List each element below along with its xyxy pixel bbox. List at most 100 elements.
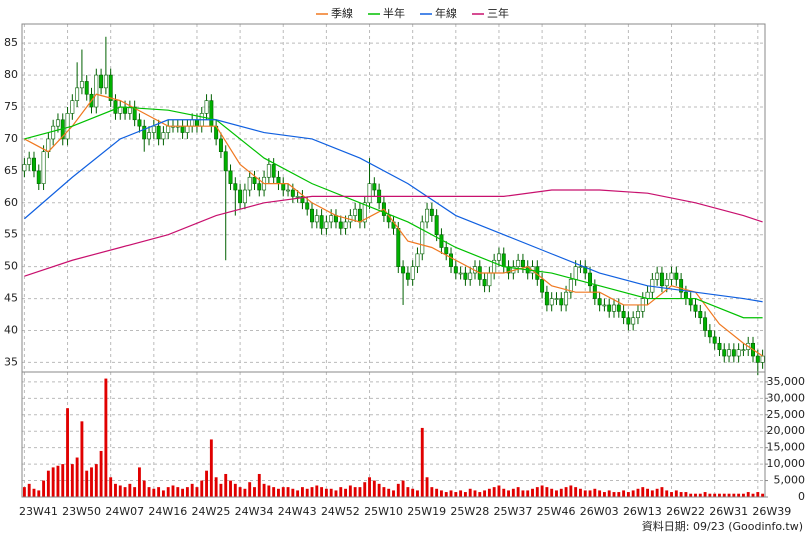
x-tick-label: 24W16	[148, 505, 187, 518]
volume-bar	[425, 477, 429, 497]
candle-body	[468, 272, 473, 280]
moving-average-line	[24, 106, 763, 319]
volume-bar	[272, 487, 276, 497]
volume-bar	[598, 490, 602, 497]
candle-body	[463, 272, 468, 280]
candle-body	[655, 272, 660, 280]
volume-bar	[382, 487, 386, 497]
volume-bar	[622, 490, 626, 497]
x-tick-label: 24W43	[278, 505, 317, 518]
candle-body	[252, 176, 257, 184]
volume-bar	[612, 492, 616, 497]
candle-body	[669, 272, 674, 280]
volume-bar	[195, 487, 199, 497]
candle-body	[674, 272, 679, 280]
candle-body	[434, 215, 439, 236]
volume-bar	[559, 488, 563, 497]
volume-bar	[291, 488, 295, 497]
candle-body	[741, 349, 746, 351]
candle-body	[429, 208, 434, 216]
volume-bar	[42, 480, 46, 497]
candle-body	[324, 221, 329, 229]
candle-body	[396, 228, 401, 267]
volume-bar	[593, 488, 597, 497]
candle-body	[242, 189, 247, 204]
y2-tick-label: 35,000	[767, 375, 806, 388]
volume-bar	[483, 490, 487, 497]
volume-bar	[761, 493, 765, 497]
volume-bar	[416, 490, 419, 497]
volume-bar	[315, 485, 319, 497]
candle-body	[554, 298, 559, 300]
volume-bar	[516, 487, 520, 497]
volume-bar	[161, 490, 165, 497]
x-tick-label: 25W37	[494, 505, 533, 518]
candle-body	[506, 266, 511, 274]
volume-bar	[46, 470, 50, 497]
candle-body	[36, 170, 41, 184]
candle-body	[185, 125, 190, 133]
candle-body	[338, 221, 343, 229]
volume-bar	[646, 488, 649, 497]
moving-average-line	[24, 189, 763, 277]
candle-body	[266, 164, 271, 178]
candle-body	[626, 317, 631, 325]
volume-bar	[267, 485, 271, 497]
volume-bar	[348, 485, 352, 497]
candle-body	[736, 349, 741, 357]
volume-bar	[444, 492, 448, 497]
volume-bar	[569, 485, 573, 497]
candle-body	[635, 311, 640, 319]
volume-bar	[238, 487, 242, 497]
volume-bar	[281, 487, 285, 497]
volume-bar	[564, 487, 568, 497]
candle-body	[343, 221, 348, 229]
x-tick-label: 24W25	[192, 505, 231, 518]
legend-label: 年線	[435, 6, 457, 20]
volume-bar	[296, 490, 300, 497]
volume-bar	[344, 488, 348, 497]
volume-bar	[300, 487, 304, 497]
volume-bar	[741, 493, 745, 497]
candle-body	[602, 304, 607, 307]
volume-bar	[190, 483, 194, 497]
volume-bar	[253, 487, 256, 497]
volume-bar	[51, 467, 55, 497]
volume-bar	[229, 480, 232, 497]
volume-bar	[94, 464, 98, 497]
candle-body	[238, 189, 243, 204]
candle-body	[142, 125, 147, 140]
x-tick-label: 24W34	[235, 505, 274, 518]
volume-bar	[396, 483, 400, 497]
volume-bar	[257, 473, 261, 497]
volume-bar	[708, 493, 712, 497]
volume-bar	[123, 487, 127, 497]
candle-body	[65, 113, 70, 140]
volume-bar	[507, 490, 510, 497]
x-tick-label: 24W07	[105, 505, 144, 518]
volume-bar	[473, 490, 477, 497]
y-tick-label: 50	[4, 260, 18, 273]
volume-bar	[502, 488, 506, 497]
volume-bar	[147, 487, 151, 497]
y-tick-label: 60	[4, 196, 18, 209]
volume-bar	[689, 493, 693, 497]
candle-body	[51, 125, 56, 140]
x-tick-label: 25W46	[537, 505, 576, 518]
volume-bar	[420, 427, 424, 497]
volume-bar	[56, 465, 60, 497]
x-tick-label: 26W03	[580, 505, 619, 518]
volume-bar	[463, 492, 467, 497]
plot	[22, 36, 765, 497]
volume-bar	[732, 493, 736, 497]
volume-bar	[262, 483, 266, 497]
y-tick-label: 45	[4, 292, 18, 305]
candle-body	[32, 157, 36, 172]
candle-body	[755, 355, 760, 363]
candle-body	[415, 253, 420, 267]
volume-frame	[21, 371, 766, 498]
candle-body	[310, 208, 314, 223]
volume-bar	[684, 492, 688, 497]
volume-bar	[32, 488, 36, 497]
candle-body	[645, 291, 650, 299]
